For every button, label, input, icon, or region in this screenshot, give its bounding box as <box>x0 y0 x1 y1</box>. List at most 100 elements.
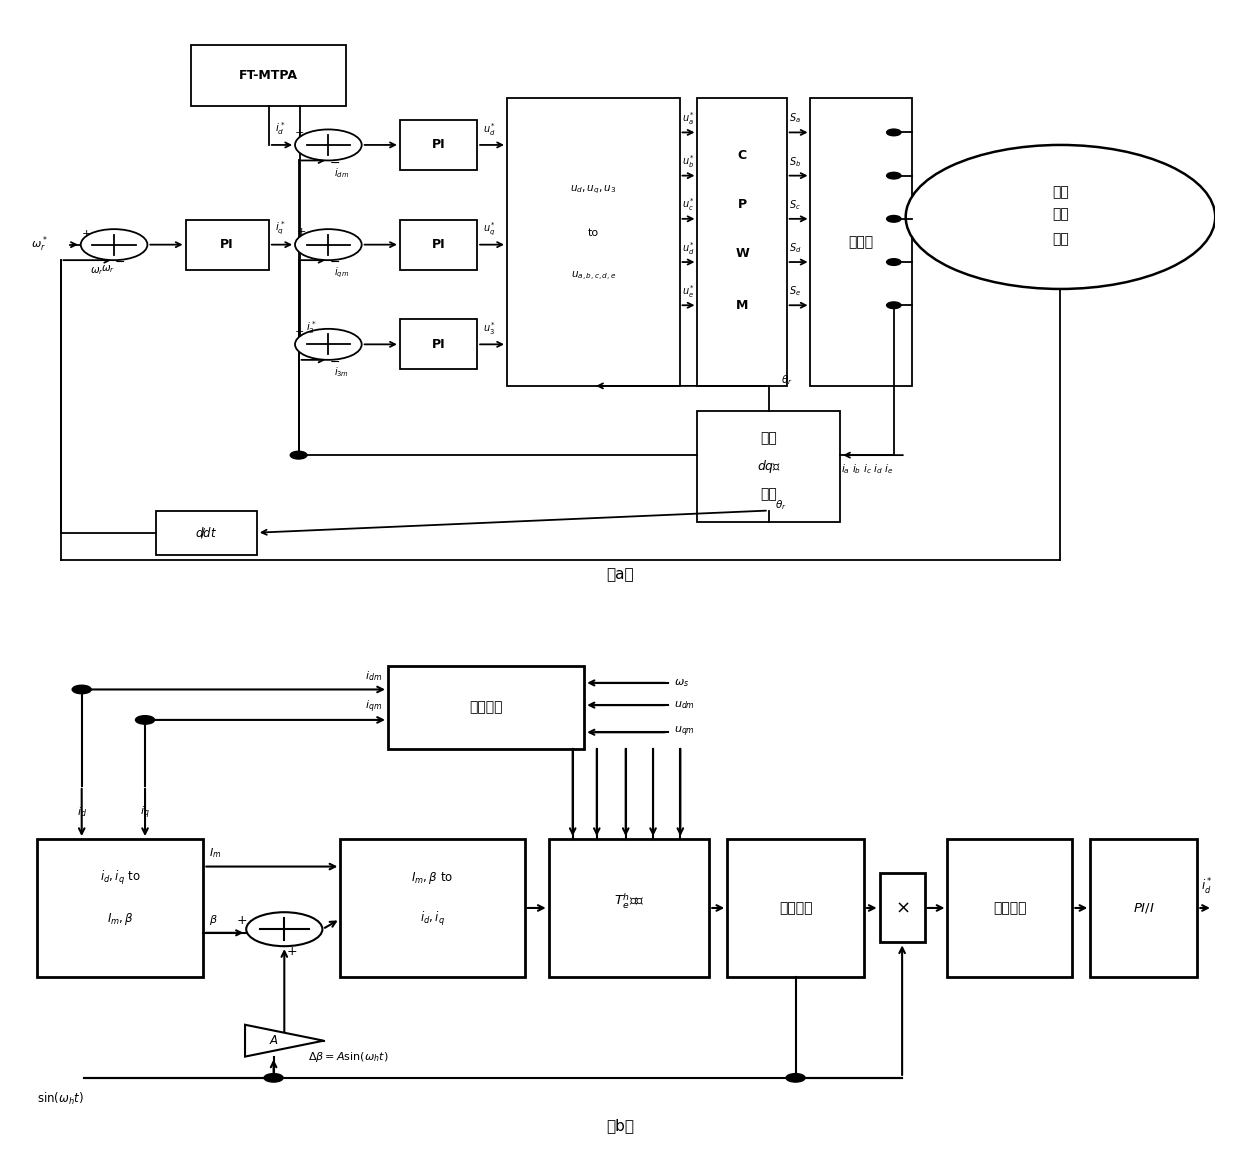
Text: +: + <box>296 227 306 238</box>
Text: $u_e^*$: $u_e^*$ <box>682 283 696 300</box>
Circle shape <box>81 230 148 260</box>
Circle shape <box>905 145 1215 288</box>
Text: $i_{qm}$: $i_{qm}$ <box>365 698 382 714</box>
Text: $i_d^*$: $i_d^*$ <box>275 120 285 136</box>
Bar <box>947 839 1073 977</box>
Bar <box>507 98 680 385</box>
Text: FT-MTPA: FT-MTPA <box>239 69 299 82</box>
Bar <box>727 839 864 977</box>
Text: $u_b^*$: $u_b^*$ <box>682 153 696 170</box>
Text: $u_c^*$: $u_c^*$ <box>682 196 696 213</box>
Text: $u_{qm}$: $u_{qm}$ <box>673 725 694 740</box>
Text: $u_d^*$: $u_d^*$ <box>682 240 696 256</box>
Text: $i_d,i_q$: $i_d,i_q$ <box>420 911 445 928</box>
Text: 永磁: 永磁 <box>1052 208 1069 222</box>
Text: $i_q$: $i_q$ <box>140 804 150 820</box>
Text: PI: PI <box>432 138 445 151</box>
Text: $-$: $-$ <box>114 255 125 268</box>
Bar <box>399 219 477 270</box>
Circle shape <box>290 451 308 459</box>
Circle shape <box>264 1073 283 1082</box>
Text: $I_m,\beta$: $I_m,\beta$ <box>107 911 134 927</box>
Bar <box>811 98 911 385</box>
Text: $i_{dm}$: $i_{dm}$ <box>335 166 350 180</box>
Bar <box>340 839 525 977</box>
Text: $I_m,\beta$ to: $I_m,\beta$ to <box>412 870 454 885</box>
Text: $\omega_r^*$: $\omega_r^*$ <box>31 235 47 254</box>
Text: $u_d^*$: $u_d^*$ <box>484 121 496 137</box>
Text: $i_{3m}$: $i_{3m}$ <box>335 366 350 380</box>
Bar <box>879 874 925 943</box>
Text: +: + <box>237 914 248 927</box>
Text: to: to <box>588 228 599 238</box>
Text: +: + <box>82 228 92 239</box>
Text: $S_e$: $S_e$ <box>789 285 801 298</box>
Text: $i_d,i_q$ to: $i_d,i_q$ to <box>99 869 140 886</box>
Circle shape <box>72 685 92 694</box>
Text: $S_b$: $S_b$ <box>789 155 801 168</box>
Bar <box>191 45 346 106</box>
Circle shape <box>295 329 362 360</box>
Text: 低通滤波: 低通滤波 <box>993 901 1027 915</box>
Text: $i_{qm}$: $i_{qm}$ <box>335 265 350 279</box>
Bar <box>37 839 203 977</box>
Text: $S_c$: $S_c$ <box>789 198 801 212</box>
Text: PI: PI <box>221 238 234 252</box>
Text: $\theta_r$: $\theta_r$ <box>775 499 786 512</box>
Bar <box>697 98 786 385</box>
Text: 计算: 计算 <box>760 432 777 445</box>
Text: $u_{a,b,c,d,e}$: $u_{a,b,c,d,e}$ <box>570 270 616 283</box>
Text: （a）: （a） <box>606 567 634 582</box>
Text: $T_e^h$计算: $T_e^h$计算 <box>614 891 645 911</box>
Circle shape <box>247 912 322 946</box>
Text: $i_{dm}$: $i_{dm}$ <box>365 669 382 683</box>
Circle shape <box>887 129 901 136</box>
Text: $u_3^*$: $u_3^*$ <box>484 321 496 337</box>
Bar <box>186 219 269 270</box>
Text: C: C <box>738 149 746 162</box>
Bar <box>399 320 477 369</box>
Text: $\times$: $\times$ <box>895 899 909 917</box>
Polygon shape <box>246 1025 324 1057</box>
Text: W: W <box>735 247 749 260</box>
Circle shape <box>295 230 362 260</box>
Text: $\omega_r$: $\omega_r$ <box>91 265 104 277</box>
Circle shape <box>887 302 901 308</box>
Text: $u_d,u_q,u_3$: $u_d,u_q,u_3$ <box>570 183 616 196</box>
Text: （b）: （b） <box>606 1118 634 1133</box>
Text: $-$: $-$ <box>329 156 340 168</box>
Text: +: + <box>295 128 305 137</box>
Text: $\omega_s$: $\omega_s$ <box>673 677 688 689</box>
Text: +: + <box>295 327 305 337</box>
Circle shape <box>295 129 362 160</box>
Text: $i_q^*$: $i_q^*$ <box>275 219 285 237</box>
Text: 逆变器: 逆变器 <box>848 235 874 249</box>
Circle shape <box>786 1073 805 1082</box>
Bar <box>697 411 841 522</box>
Text: $\omega_r$: $\omega_r$ <box>102 263 115 276</box>
Text: 电流: 电流 <box>760 487 777 501</box>
Text: $\theta_r$: $\theta_r$ <box>781 374 792 388</box>
Circle shape <box>887 172 901 179</box>
Text: 电机: 电机 <box>1052 232 1069 246</box>
Text: $-$: $-$ <box>329 355 340 368</box>
Text: 五相: 五相 <box>1052 185 1069 198</box>
Circle shape <box>887 216 901 223</box>
Bar <box>156 510 257 555</box>
Text: $u_q^*$: $u_q^*$ <box>484 220 496 238</box>
Bar <box>548 839 709 977</box>
Text: $A$: $A$ <box>269 1034 279 1047</box>
Bar <box>1090 839 1198 977</box>
Circle shape <box>887 258 901 265</box>
Text: $dq$轴: $dq$轴 <box>756 458 781 474</box>
Text: $PI/I$: $PI/I$ <box>1133 901 1154 915</box>
Bar <box>388 666 584 749</box>
Text: $i_d^*$: $i_d^*$ <box>1202 877 1213 897</box>
Text: PI: PI <box>432 338 445 351</box>
Bar <box>399 120 477 170</box>
Text: $S_d$: $S_d$ <box>789 241 801 255</box>
Text: $i_a\ i_b\ i_c\ i_d\ i_e$: $i_a\ i_b\ i_c\ i_d\ i_e$ <box>841 462 894 475</box>
Text: 带通滤波: 带通滤波 <box>779 901 812 915</box>
Text: $i_d$: $i_d$ <box>77 805 87 819</box>
Text: $\beta$: $\beta$ <box>210 913 218 927</box>
